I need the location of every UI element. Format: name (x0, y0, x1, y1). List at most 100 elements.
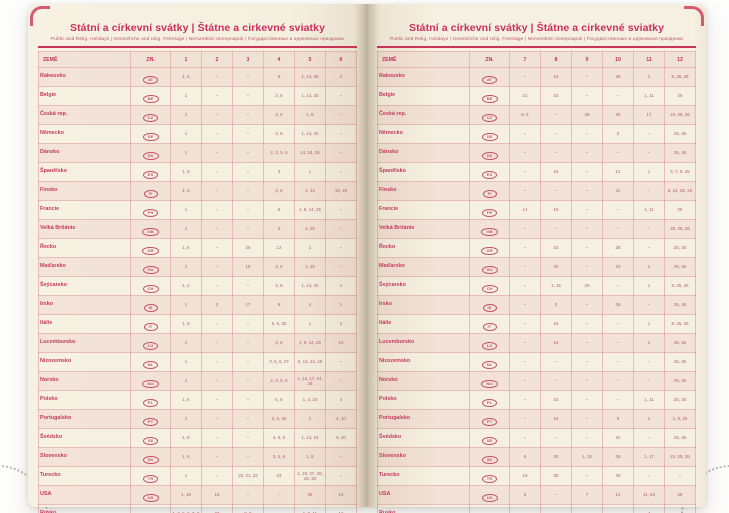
month-column-header: 11 (632, 51, 665, 68)
table-row: USA US 1, 19 16– –25 19 (37, 485, 358, 505)
table-row: RuskoРУ––––4– (376, 504, 697, 513)
holiday-days-cell: – (508, 409, 541, 429)
holiday-days-cell: 1, 9, 14, 25 (293, 333, 326, 353)
table-row: Nizozemsko NL – – – – –25, 26 (376, 352, 697, 372)
country-code-badge: NL (481, 361, 498, 370)
table-row: Rakousko AT –15–26 1 8, 25, 26 (376, 67, 697, 87)
holiday-days-cell: 1, 6 (169, 447, 202, 467)
country-code-badge: BE (142, 95, 159, 104)
table-row: Švédsko SE – – –31–25, 26 (376, 428, 697, 448)
holiday-days-cell: – (601, 200, 634, 220)
holiday-days-cell: – (200, 162, 233, 182)
table-row: Portugalsko PT –15–5 1 1, 8, 25 (376, 409, 697, 429)
page-subtitle: Public and Relig. Holidays | Gesetzliche… (389, 37, 684, 42)
holiday-days-cell: 1, 8 (293, 105, 326, 125)
country-code-cell: CH (469, 276, 510, 296)
country-code-badge: PL (481, 399, 498, 408)
diary-page-right: Státní a církevní svátky | Štátne a cirk… (367, 4, 706, 513)
holiday-days-cell: – (663, 504, 697, 513)
holiday-days-cell: – (231, 371, 264, 391)
month-column-header: 10 (601, 51, 634, 68)
holiday-days-cell: – (200, 143, 233, 163)
holiday-days-cell: – (508, 143, 541, 163)
table-row: Maďarsko HU 1–15 3, 6 1, 25– (37, 257, 358, 277)
country-name: Česká rep. (37, 105, 132, 125)
country-name: Irsko (37, 295, 132, 315)
holiday-days-cell: – (262, 485, 295, 505)
holiday-days-cell: – (508, 333, 541, 353)
country-code-badge: AT (142, 76, 159, 85)
country-name: Lucembursko (37, 333, 132, 353)
holiday-days-cell: 13 (262, 238, 295, 258)
holiday-days-cell: – (200, 124, 233, 144)
country-name: Švédsko (37, 428, 132, 448)
country-name: Řecko (376, 238, 471, 258)
holiday-days-cell: – (601, 143, 634, 163)
title-divider-rule (377, 46, 696, 48)
country-code-badge: GB (142, 228, 159, 237)
header-row: ZEMĚ ZN. 7 8 9 10 11 12 (376, 51, 697, 68)
country-name: USA (376, 485, 471, 505)
holiday-days-cell: 15 (539, 200, 572, 220)
country-code-cell: CZ (469, 105, 510, 125)
table-row: Norsko NO – – – – –25, 26 (376, 371, 697, 391)
holiday-days-cell: – (324, 238, 358, 258)
country-name: Maďarsko (376, 257, 471, 277)
country-code-badge: NL (142, 361, 159, 370)
holiday-days-cell: – (200, 314, 233, 334)
country-code-cell: HU (469, 257, 510, 277)
country-code-badge: PT (481, 418, 498, 427)
header-row: ZEMĚ ZN. 1 2 3 4 5 6 (37, 51, 358, 68)
holiday-days-cell: 15 (508, 466, 541, 486)
holiday-days-cell: – (262, 504, 295, 513)
holiday-days-cell: 8, 25, 26 (663, 67, 697, 87)
holiday-days-cell: 1 (632, 162, 665, 182)
holiday-days-cell: – (570, 352, 603, 372)
month-column-header: 7 (508, 51, 541, 68)
table-row: Belgie BE 21 15– –1, 11 25 (376, 86, 697, 106)
country-name: Slovensko (37, 447, 132, 467)
holiday-days-cell: 1, 6 (169, 67, 202, 87)
table-row: Švýcarsko CH –1, 15 20–1 8, 25, 26 (376, 276, 697, 296)
country-code-badge: GB (481, 228, 498, 237)
holiday-days-cell: – (601, 390, 634, 410)
holiday-days-cell: – (231, 352, 264, 372)
holiday-days-cell: 28 (601, 447, 634, 467)
table-row: Velká Británie GB – – – – –25, 26, 28 (376, 219, 697, 239)
holiday-days-cell: – (570, 314, 603, 334)
country-code-cell: FR (469, 200, 510, 220)
country-name: Rusko (376, 504, 471, 513)
holiday-days-cell: – (539, 428, 572, 448)
holiday-days-cell: 1, 25 (293, 257, 326, 277)
table-row: Španělsko ES 1, 6– –3 1– (37, 162, 358, 182)
country-code-badge: LU (142, 342, 159, 351)
country-code-cell: TR (130, 466, 171, 486)
country-name: Francie (376, 200, 471, 220)
country-code-cell: US (469, 485, 510, 505)
table-row: Itálie IT 1, 6– –5, 6, 25 1 2 (37, 314, 358, 334)
country-name: Nizozemsko (37, 352, 132, 372)
holiday-days-cell: 25, 26 (663, 295, 697, 315)
holiday-days-cell: 15 (539, 333, 572, 353)
holiday-days-cell: – (231, 447, 264, 467)
holiday-days-cell: – (508, 276, 541, 296)
holiday-days-cell: – (632, 352, 665, 372)
country-name: Slovensko (376, 447, 471, 467)
holiday-days-cell: 25, 26 (663, 352, 697, 372)
country-code-badge: HU (481, 266, 498, 275)
holiday-days-cell: – (508, 390, 541, 410)
table-row: Maďarsko HU –20–23 1 25, 26 (376, 257, 697, 277)
holiday-days-cell: – (231, 276, 264, 296)
country-code-cell: HU (130, 257, 171, 277)
holiday-days-cell: 1, 14, 24 (293, 428, 326, 448)
holiday-days-cell: – (231, 143, 264, 163)
country-name: Řecko (37, 238, 132, 258)
country-code-cell: BE (469, 86, 510, 106)
table-row: Itálie IT –15– –1 8, 25, 26 (376, 314, 697, 334)
holiday-days-cell: 25 (663, 485, 697, 505)
country-code-badge: FI (482, 190, 497, 199)
holiday-days-cell: 3, 6 (262, 86, 295, 106)
holiday-days-cell: 15 (539, 67, 572, 87)
holiday-days-cell: 4, 25 (293, 219, 326, 239)
